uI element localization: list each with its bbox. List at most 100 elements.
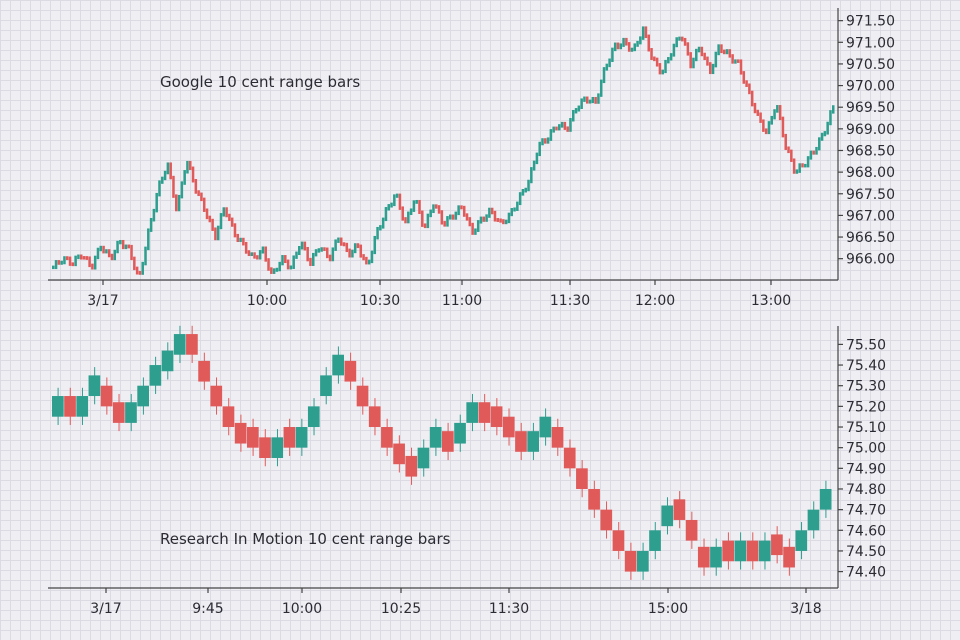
range-bar xyxy=(496,218,500,222)
range-bar xyxy=(102,245,105,254)
range-bar xyxy=(381,217,385,229)
x-tick-label: 3/18 xyxy=(790,601,821,617)
range-bar xyxy=(202,197,206,212)
range-bar xyxy=(655,57,659,67)
range-bar xyxy=(826,121,829,135)
range-bar xyxy=(673,499,686,520)
range-bar xyxy=(807,509,820,531)
range-bar xyxy=(259,437,271,458)
range-bar xyxy=(133,256,136,271)
range-bar xyxy=(711,63,715,75)
range-bar xyxy=(588,488,600,510)
range-bar xyxy=(82,256,86,260)
range-bar xyxy=(418,199,421,214)
range-bar xyxy=(158,180,161,197)
range-bar xyxy=(476,220,480,232)
range-bar xyxy=(79,254,83,260)
range-bar xyxy=(345,242,349,253)
range-bar xyxy=(504,219,508,225)
range-bar xyxy=(437,205,441,214)
range-bar xyxy=(722,540,734,562)
range-bar xyxy=(125,402,137,423)
range-bar xyxy=(748,83,751,95)
range-bar xyxy=(124,244,128,250)
google-range-bars xyxy=(52,26,835,275)
range-bar xyxy=(256,255,259,260)
range-bar xyxy=(113,249,117,261)
range-bar xyxy=(429,427,442,448)
range-bar xyxy=(351,249,354,258)
range-bar xyxy=(93,255,97,270)
range-bar xyxy=(653,56,656,62)
range-bar xyxy=(112,402,125,423)
range-bar xyxy=(546,137,550,144)
rim-y-ticks: 75.50 75.40 75.30 75.20 75.10 75.00 74.90 74.80… xyxy=(838,337,886,581)
range-bar xyxy=(482,216,486,222)
range-bar xyxy=(331,247,335,262)
google-chart-title: Google 10 cent range bars xyxy=(160,73,360,91)
range-bar xyxy=(600,509,613,531)
range-bar xyxy=(356,243,360,249)
range-bar xyxy=(370,250,374,264)
range-bar xyxy=(778,105,782,121)
range-bar xyxy=(96,247,100,260)
range-bar xyxy=(759,112,762,123)
range-bar xyxy=(686,42,690,56)
range-bar xyxy=(344,360,357,382)
range-bar xyxy=(225,207,228,218)
range-bar xyxy=(685,519,698,541)
range-bar xyxy=(479,216,483,224)
y-tick-label: 75.50 xyxy=(846,337,886,353)
range-bar xyxy=(599,79,603,97)
range-bar xyxy=(457,205,460,216)
range-bar xyxy=(261,246,265,254)
range-bar xyxy=(764,128,768,135)
range-bar xyxy=(591,96,595,104)
range-bar xyxy=(516,201,519,211)
range-bar xyxy=(478,402,491,423)
range-bar xyxy=(188,160,192,171)
range-bar xyxy=(636,40,639,47)
range-bar xyxy=(271,437,284,458)
range-bar xyxy=(551,427,564,448)
range-bar xyxy=(407,211,410,224)
range-bar xyxy=(275,267,279,272)
range-bar xyxy=(244,241,248,254)
range-bar xyxy=(191,166,195,183)
range-bar xyxy=(466,402,479,423)
range-bar xyxy=(633,43,637,52)
range-bar xyxy=(283,427,296,448)
range-bar xyxy=(303,241,307,251)
range-bar xyxy=(367,259,371,265)
range-bar xyxy=(166,162,170,175)
range-bar xyxy=(490,406,503,428)
range-bar xyxy=(611,47,614,62)
range-bar xyxy=(186,334,198,355)
range-bar xyxy=(100,385,113,407)
range-bar xyxy=(451,214,455,220)
range-bar xyxy=(412,200,416,212)
range-bar xyxy=(695,48,698,62)
range-bar xyxy=(566,126,569,132)
range-bar xyxy=(746,540,759,562)
range-bar xyxy=(264,246,267,262)
range-bar xyxy=(379,225,382,231)
range-bar xyxy=(758,540,771,562)
range-bar xyxy=(152,208,156,222)
range-bar xyxy=(230,217,234,227)
range-bar xyxy=(460,205,463,210)
range-bar xyxy=(214,227,217,241)
range-bar xyxy=(580,98,583,110)
range-bar xyxy=(641,26,645,40)
range-bar xyxy=(560,121,564,128)
range-bar xyxy=(804,163,807,168)
range-bar xyxy=(585,96,589,104)
range-bar xyxy=(393,443,405,465)
range-bar xyxy=(267,258,270,271)
range-bar xyxy=(177,194,181,212)
range-bar xyxy=(637,550,649,572)
range-bar xyxy=(739,59,743,75)
y-tick-label: 967.00 xyxy=(846,208,895,224)
range-bar xyxy=(558,124,561,131)
